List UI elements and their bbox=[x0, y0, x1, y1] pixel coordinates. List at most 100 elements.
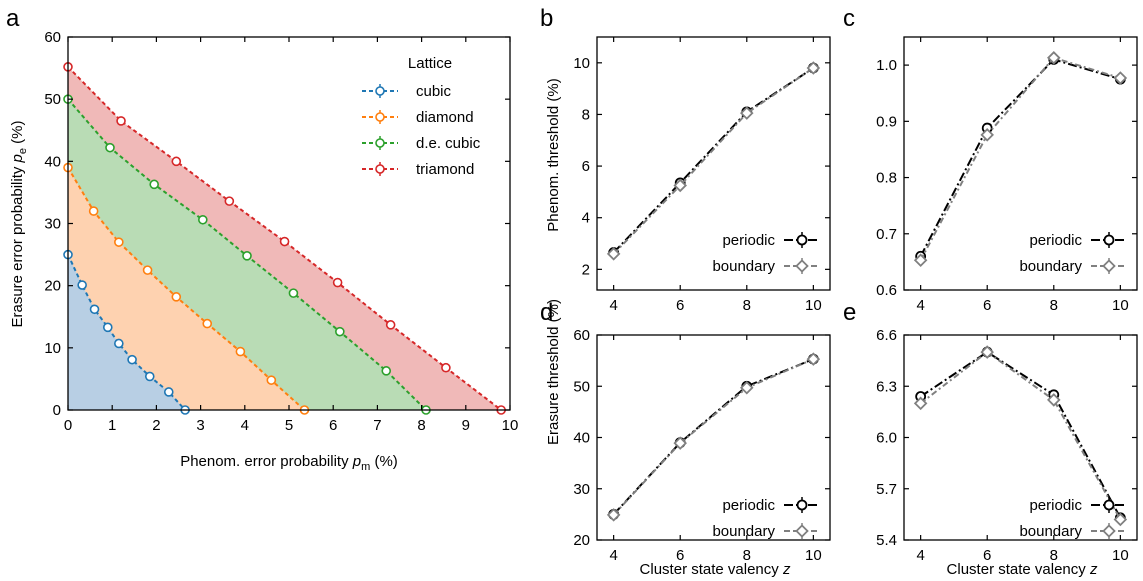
plot-frame bbox=[596, 334, 831, 541]
axis-ticks-a: 0 1 2 3 4 5 6 7 8 9 10 0 10 20 30 40 50 60 bbox=[44, 29, 518, 434]
panel-letter-b: b bbox=[540, 5, 553, 32]
series-line-periodic bbox=[920, 350, 1122, 519]
data-point bbox=[163, 387, 174, 397]
data-point-boundary bbox=[1113, 512, 1128, 527]
y-tick-label: 2 bbox=[582, 261, 590, 278]
data-point-boundary bbox=[980, 345, 994, 359]
legend-label: boundary bbox=[712, 523, 775, 540]
data-point-boundary bbox=[806, 61, 821, 75]
data-point bbox=[149, 179, 159, 190]
x-tick-label: 4 bbox=[241, 417, 249, 434]
data-point bbox=[198, 214, 208, 225]
panel-b-phenom-threshold: Phenom. threshold (%) 4 6 8 10 2 4 6 8 10 periodi… bbox=[545, 36, 831, 314]
y-tick-label: 1.0 bbox=[876, 57, 897, 74]
legend-label: diamond bbox=[416, 109, 474, 126]
data-point bbox=[89, 304, 100, 315]
x-tick-label: 6 bbox=[329, 417, 337, 434]
data-point-boundary bbox=[606, 247, 621, 261]
x-tick-label: 0 bbox=[64, 417, 72, 434]
data-point bbox=[114, 338, 124, 349]
legend-a: Lattice cubic diamond d.e. cubic triamond bbox=[362, 55, 481, 178]
y-tick-label: 30 bbox=[573, 481, 590, 498]
series-line-3 bbox=[67, 66, 502, 411]
data-point bbox=[171, 156, 182, 167]
data-point bbox=[144, 371, 155, 382]
x-tick-label: 10 bbox=[502, 417, 519, 434]
x-axis-label-a: Phenom. error probability pm (%) bbox=[180, 453, 398, 473]
panel-letter-d: d bbox=[540, 299, 553, 326]
panel-letter-a: a bbox=[6, 5, 20, 32]
x-tick-label: 4 bbox=[916, 297, 924, 314]
legend-label: cubic bbox=[416, 83, 452, 100]
x-tick-label: 6 bbox=[676, 547, 684, 564]
legend-marker bbox=[375, 112, 385, 122]
legend-marker bbox=[796, 234, 808, 246]
legend-label: periodic bbox=[722, 497, 775, 514]
panel-letter-c: c bbox=[843, 5, 855, 32]
x-tick-label: 8 bbox=[743, 547, 751, 564]
x-tick-label: 8 bbox=[417, 417, 425, 434]
x-tick-label: 2 bbox=[152, 417, 160, 434]
x-tick-label: 4 bbox=[609, 547, 617, 564]
y-tick-label: 6 bbox=[582, 158, 590, 175]
y-tick-label: 6.0 bbox=[876, 430, 897, 447]
x-tick-label: 10 bbox=[1112, 547, 1129, 564]
x-tick-label: 8 bbox=[1050, 547, 1058, 564]
x-tick-label: 6 bbox=[983, 547, 991, 564]
data-point bbox=[242, 251, 252, 261]
y-axis-label-a: Erasure error probability pe (%) bbox=[9, 120, 29, 327]
data-point-boundary bbox=[1047, 51, 1061, 65]
data-point bbox=[114, 237, 124, 247]
legend-marker bbox=[1103, 234, 1115, 246]
x-tick-label: 10 bbox=[805, 297, 822, 314]
data-point bbox=[279, 236, 290, 247]
y-tick-label: 4 bbox=[582, 210, 590, 227]
data-point bbox=[266, 375, 277, 385]
panel-e: Cluster state valency z 4 6 8 10 5.4 5.7 6.0 6.… bbox=[876, 327, 1138, 578]
plot-frame bbox=[596, 36, 831, 291]
data-point bbox=[224, 196, 235, 206]
y-tick-label: 20 bbox=[44, 278, 61, 295]
panel-d-erasure-threshold: Erasure threshold (%) Cluster state vale… bbox=[545, 299, 831, 578]
data-point-boundary bbox=[740, 106, 754, 120]
series-line-boundary bbox=[612, 67, 814, 255]
x-tick-label: 8 bbox=[743, 297, 751, 314]
data-point-boundary bbox=[673, 178, 687, 193]
y-axis-label-b: Phenom. threshold (%) bbox=[545, 78, 562, 231]
series-line-boundary bbox=[920, 350, 1122, 520]
y-tick-label: 0.6 bbox=[876, 282, 897, 299]
y-tick-label: 50 bbox=[44, 91, 61, 108]
region-fill-0 bbox=[68, 254, 186, 410]
y-tick-label: 40 bbox=[44, 153, 61, 170]
series-line-boundary bbox=[612, 358, 814, 516]
y-tick-label: 0.9 bbox=[876, 113, 897, 130]
data-point bbox=[235, 346, 246, 357]
y-tick-label: 0.8 bbox=[876, 170, 897, 187]
data-point bbox=[385, 320, 396, 330]
series-line-periodic bbox=[919, 58, 1121, 257]
legend-label: periodic bbox=[1029, 232, 1082, 249]
x-tick-label: 5 bbox=[285, 417, 293, 434]
y-tick-label: 50 bbox=[573, 378, 590, 395]
legend-marker bbox=[1102, 524, 1116, 538]
legend-marker bbox=[796, 499, 808, 511]
legend-marker bbox=[375, 86, 385, 96]
y-tick-label: 60 bbox=[573, 327, 590, 344]
panel-c: 4 6 8 10 0.6 0.7 0.8 0.9 1.0 periodic boundary bbox=[876, 36, 1138, 314]
data-point-boundary bbox=[606, 508, 621, 522]
legend-marker bbox=[1103, 499, 1115, 511]
legend-marker bbox=[375, 164, 385, 174]
data-point-boundary bbox=[913, 253, 928, 267]
legend-label: d.e. cubic bbox=[416, 135, 481, 152]
x-tick-label: 1 bbox=[108, 417, 116, 434]
x-tick-label: 4 bbox=[609, 297, 617, 314]
y-tick-label: 5.7 bbox=[876, 481, 897, 498]
x-tick-label: 10 bbox=[805, 547, 822, 564]
data-point-boundary bbox=[913, 396, 928, 411]
data-point bbox=[116, 116, 126, 126]
x-tick-label: 3 bbox=[196, 417, 204, 434]
plot-frame bbox=[903, 36, 1138, 291]
x-tick-label: 6 bbox=[983, 297, 991, 314]
data-point bbox=[288, 288, 299, 298]
legend-label: boundary bbox=[712, 258, 775, 275]
